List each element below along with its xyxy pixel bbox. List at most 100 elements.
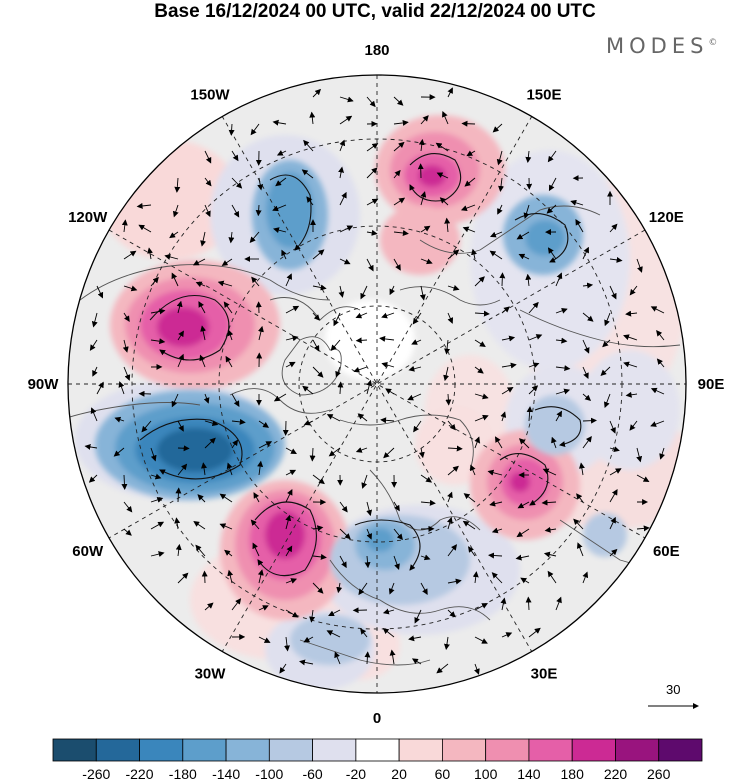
- wind-vector: [516, 231, 530, 240]
- wind-vector: [231, 439, 239, 449]
- wind-vector: [339, 225, 354, 233]
- wind-vector: [413, 420, 422, 433]
- wind-vector: [113, 447, 125, 457]
- longitude-label: 120W: [68, 209, 108, 226]
- wind-vector: [523, 204, 530, 219]
- wind-vector: [281, 249, 287, 260]
- wind-vector: [249, 231, 260, 243]
- wind-vector: [301, 169, 314, 179]
- wind-vector: [489, 500, 503, 507]
- wind-vector: [279, 663, 287, 674]
- wind-vector: [164, 254, 179, 260]
- wind-vector: [200, 231, 207, 247]
- colorbar-bin: [355, 738, 400, 762]
- wind-vector: [203, 393, 210, 404]
- wind-vector: [174, 177, 181, 193]
- wind-vector: [500, 411, 507, 422]
- wind-vector: [366, 96, 376, 108]
- wind-vector: [447, 516, 453, 530]
- colorbar-bin: [485, 738, 530, 762]
- wind-vector: [366, 379, 373, 395]
- wind-vector: [420, 474, 433, 483]
- wind-vector: [548, 177, 557, 192]
- wind-vector: [312, 249, 325, 260]
- wind-vector: [272, 204, 287, 212]
- wind-vector: [474, 310, 490, 317]
- wind-vector: [389, 649, 396, 665]
- wind-vector: [285, 447, 297, 454]
- wind-vector: [177, 330, 184, 341]
- wind-vector: [219, 493, 233, 503]
- wind-vector: [228, 123, 235, 136]
- wind-vector: [204, 437, 216, 449]
- reference-vector-label: 30: [666, 682, 681, 697]
- longitude-label: 30W: [195, 665, 227, 682]
- wind-vector: [489, 250, 503, 260]
- wind-vector: [650, 387, 665, 395]
- wind-vector: [257, 569, 264, 584]
- wind-vector: [443, 366, 450, 382]
- wind-vector: [284, 636, 290, 652]
- wind-vector: [330, 339, 341, 351]
- wind-vector: [636, 447, 643, 463]
- wind-vector: [609, 446, 620, 453]
- wind-vector: [576, 493, 584, 503]
- wind-vector: [609, 285, 617, 300]
- wind-vector: [150, 447, 157, 462]
- colorbar-bin: [312, 738, 357, 762]
- wind-vector: [326, 414, 341, 422]
- wind-vector: [285, 305, 300, 314]
- wind-vector: [285, 545, 293, 557]
- colorbar-tick-label: 180: [561, 766, 585, 782]
- wind-vector: [231, 177, 243, 189]
- streamlines: [139, 153, 582, 577]
- wind-vector: [177, 353, 185, 368]
- wind-vector: [231, 598, 242, 611]
- wind-vector: [366, 143, 379, 152]
- wind-vector: [546, 204, 557, 214]
- wind-vector: [543, 551, 557, 558]
- wind-vector: [366, 229, 378, 236]
- wind-vector: [338, 285, 345, 298]
- colorbar-tick-label: -180: [169, 766, 197, 782]
- wind-vector: [250, 519, 260, 530]
- wind-vector: [204, 204, 211, 218]
- wind-vector: [600, 366, 611, 376]
- wind-vector: [147, 247, 153, 260]
- wind-vector: [388, 582, 395, 595]
- wind-vector: [470, 464, 476, 476]
- colorbar-bin: [398, 738, 443, 762]
- wind-vector: [582, 435, 592, 449]
- wind-vector: [285, 489, 293, 503]
- wind-vector: [201, 570, 208, 584]
- colorbar-bin: [658, 738, 703, 762]
- wind-vector: [489, 231, 503, 238]
- wind-vector: [353, 366, 368, 373]
- wind-vector: [175, 543, 182, 557]
- wind-vector: [258, 605, 269, 611]
- colorbar-bin: [139, 738, 184, 762]
- wind-vector: [471, 248, 477, 260]
- wind-vector: [488, 552, 503, 559]
- wind-vector: [328, 447, 341, 457]
- colorbar-tick-label: 20: [391, 766, 407, 782]
- wind-vector: [494, 436, 503, 449]
- wind-vector: [328, 609, 341, 617]
- wind-vector: [380, 417, 395, 424]
- wind-vector: [366, 501, 373, 517]
- wind-vector: [525, 596, 532, 611]
- wind-vector: [491, 572, 503, 584]
- wind-vector: [420, 115, 429, 125]
- wind-vector: [360, 285, 368, 300]
- wind-vector: [629, 285, 638, 296]
- wind-vector: [312, 366, 324, 378]
- wind-vector: [195, 544, 206, 557]
- wind-vectors: [84, 87, 665, 675]
- wind-vector: [474, 436, 481, 449]
- wind-vector: [412, 312, 422, 325]
- wind-vector: [355, 312, 368, 319]
- wind-vector: [520, 577, 530, 584]
- wind-vector: [309, 609, 316, 623]
- colorbar-tick-label: -140: [212, 766, 240, 782]
- wind-vector: [381, 312, 395, 319]
